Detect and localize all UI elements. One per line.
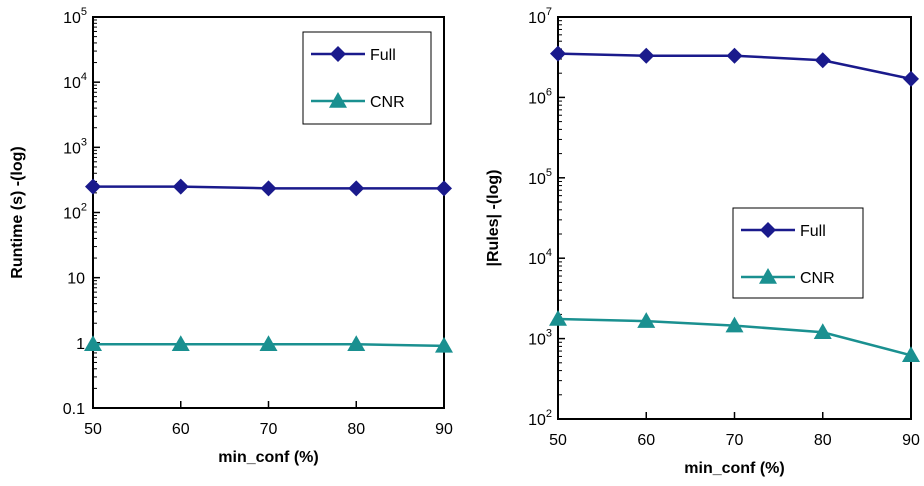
y-tick-label: 10: [67, 271, 85, 288]
x-tick-label: 50: [84, 421, 102, 438]
x-tick-label: 60: [172, 421, 190, 438]
x-tick-label: 90: [902, 432, 920, 449]
y-tick-label: 107: [528, 6, 552, 27]
legend-full-label: Full: [370, 47, 396, 64]
legend-cnr-marker: [329, 92, 347, 108]
legend-cnr-label: CNR: [800, 270, 835, 287]
series-full-point: [85, 178, 101, 195]
x-tick-label: 80: [814, 432, 832, 449]
y-tick-label: 106: [528, 86, 552, 107]
series-cnr-point: [259, 335, 278, 352]
y-axis-label: |Rules| -(log): [485, 170, 502, 267]
y-tick-label: 105: [528, 167, 552, 188]
series-full: [85, 178, 452, 197]
series-full-point: [638, 47, 655, 64]
series-full-point: [814, 52, 831, 69]
legend-cnr-marker: [759, 268, 777, 284]
series-cnr-point: [171, 335, 190, 352]
legend-cnr-label: CNR: [370, 94, 405, 111]
y-axis-ticks: [558, 16, 565, 420]
series-full-point: [726, 47, 743, 64]
series-full-point: [348, 180, 365, 197]
series-cnr-point: [725, 316, 744, 333]
legend-full-marker: [330, 46, 346, 62]
y-tick-label: 102: [63, 202, 87, 223]
x-axis-label: min_conf (%): [218, 449, 318, 466]
series-cnr-point: [637, 312, 656, 328]
legend-full-marker: [760, 222, 776, 238]
x-axis-label: min_conf (%): [684, 460, 784, 477]
x-tick-label: 80: [347, 421, 365, 438]
series-cnr-point: [84, 335, 102, 352]
chart-2: 102 103 104 105 106 107 50 60 70 80 90 min_conf (%)…: [485, 6, 920, 477]
x-tick-label: 70: [726, 432, 744, 449]
x-tick-label: 60: [637, 432, 655, 449]
series-cnr-point: [435, 336, 453, 353]
series-cnr: [84, 335, 453, 353]
series-full-point: [172, 178, 189, 195]
x-tick-label: 90: [435, 421, 453, 438]
y-axis-label: Runtime (s) -(log): [9, 146, 26, 278]
x-tick-label: 70: [260, 421, 278, 438]
chart-1: 0.1 1 10 102 103 104 105 50 60 70 80 90 min_conf (%)…: [9, 6, 453, 466]
series-cnr-point: [549, 310, 567, 326]
y-tick-label: 104: [528, 247, 552, 268]
series-cnr-point: [902, 346, 920, 363]
series-cnr-point: [347, 335, 366, 352]
legend-box: [732, 207, 864, 299]
series-full-point: [260, 180, 277, 197]
y-axis-ticks: [93, 16, 100, 409]
series-full-point: [550, 45, 566, 62]
series-full: [550, 45, 919, 87]
x-tick-label: 50: [549, 432, 567, 449]
y-tick-label: 103: [63, 136, 87, 157]
legend: Full CNR: [302, 31, 432, 125]
y-tick-label: 103: [528, 328, 552, 349]
series-cnr-point: [813, 323, 832, 339]
y-tick-label: 104: [63, 71, 87, 92]
legend: Full CNR: [732, 207, 864, 299]
legend-full-label: Full: [800, 223, 826, 240]
y-tick-label: 1: [76, 336, 85, 353]
y-tick-label: 102: [528, 408, 552, 429]
series-full-point: [903, 70, 919, 87]
legend-box: [302, 31, 432, 125]
y-tick-label: 105: [63, 6, 87, 27]
series-full-point: [436, 180, 452, 197]
series-cnr: [549, 310, 920, 363]
y-tick-label: 0.1: [63, 401, 85, 418]
